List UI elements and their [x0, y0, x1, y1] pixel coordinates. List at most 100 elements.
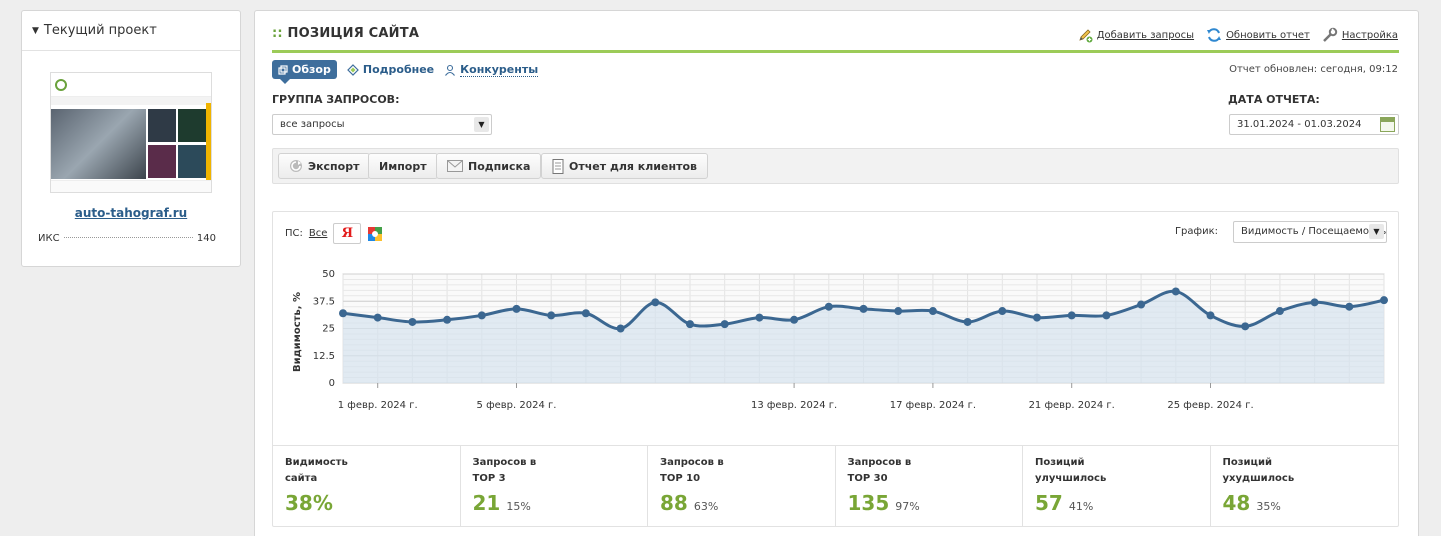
pencil-plus-icon [1079, 29, 1093, 43]
iks-value: 140 [196, 233, 216, 244]
chart-point [477, 311, 486, 320]
x-tick-label: 1 февр. 2024 г. [338, 400, 418, 411]
chart-point [894, 307, 903, 316]
chart-point [547, 311, 556, 320]
user-icon [445, 64, 456, 76]
stat-top10: Запросов в TOP 10 88 63% [648, 446, 836, 526]
chart-point [339, 309, 347, 318]
graph-type-label: График: [1174, 226, 1218, 237]
ps-label: ПС: [285, 228, 303, 239]
export-button[interactable]: Экспорт [278, 153, 371, 179]
top-actions: Добавить запросы Обновить отчет Настройк… [1077, 27, 1398, 43]
x-tick-label: 13 февр. 2024 г. [751, 400, 837, 411]
chart-point [512, 304, 521, 313]
y-tick-label: 50 [322, 269, 335, 280]
report-updated-text: Отчет обновлен: сегодня, 09:12 [1229, 64, 1398, 75]
triangle-down-icon: ▼ [32, 25, 39, 36]
client-report-button[interactable]: Отчет для клиентов [541, 153, 708, 179]
chart-point [859, 304, 868, 313]
visibility-chart: 0 12.5 25 37.5 50 1 февр. 2024 г. 5 февр. 2024… [292, 269, 1388, 411]
ps-all-link[interactable]: Все [308, 228, 328, 239]
chart-point [408, 317, 417, 326]
chart-point [1241, 322, 1250, 331]
chevron-down-icon: ▼ [1369, 224, 1384, 239]
report-date-input[interactable]: 31.01.2024 - 01.03.2024 [1229, 114, 1399, 135]
project-panel-header[interactable]: ▼ Текущий проект [22, 11, 240, 51]
query-group-label: ГРУППА ЗАПРОСОВ: [272, 93, 400, 106]
chart-point [1171, 287, 1180, 296]
stat-improved: Позиций улучшилось 57 41% [1023, 446, 1211, 526]
wrench-icon [1323, 27, 1338, 42]
tabs: Обзор Подробнее Конкуренты [272, 60, 539, 84]
project-site-link[interactable]: auto-tahograf.ru [74, 206, 188, 220]
chart-point [1137, 300, 1146, 309]
chart-point [1033, 313, 1041, 322]
chart-point [790, 315, 799, 324]
y-tick-label: 0 [329, 378, 335, 389]
y-tick-label: 25 [322, 324, 335, 335]
document-icon [552, 158, 564, 174]
export-icon [290, 160, 302, 172]
chart-point [720, 320, 729, 329]
site-position-panel: :: ПОЗИЦИЯ САЙТА Добавить запросы Обнови… [254, 10, 1419, 536]
x-tick-label: 21 февр. 2024 г. [1029, 400, 1115, 411]
tab-overview[interactable]: Обзор [272, 60, 337, 84]
chart-point [755, 313, 764, 322]
stat-top3: Запросов в TOP 3 21 15% [461, 446, 648, 526]
settings-link[interactable]: Настройка [1322, 27, 1398, 43]
chart-point [1206, 311, 1215, 320]
page-title: :: ПОЗИЦИЯ САЙТА [272, 26, 420, 41]
x-tick-label: 25 февр. 2024 г. [1167, 400, 1253, 411]
toolbar: Экспорт Импорт Подписка Отчет для клиент… [272, 148, 1399, 184]
iks-row: ИКС 140 [38, 233, 216, 244]
chart-point [1310, 298, 1319, 307]
y-tick-label: 12.5 [313, 351, 335, 362]
stat-visibility: Видимость сайта 38% [273, 446, 461, 526]
chart-point [998, 307, 1007, 316]
project-panel-title: Текущий проект [43, 23, 157, 38]
query-group-select[interactable]: все запросы ▼ [272, 114, 492, 135]
chart-point [373, 313, 382, 322]
refresh-icon [1207, 28, 1222, 42]
yandex-icon[interactable]: Я [333, 223, 362, 244]
stat-worsened: Позиций ухудшилось 48 35% [1222, 457, 1295, 515]
stats-row: Видимость сайта 38% Запросов в TOP 3 21 1… [273, 445, 1398, 526]
chart-point [824, 302, 833, 311]
chart-point [686, 320, 694, 329]
chart-point [963, 317, 972, 326]
iks-label: ИКС [38, 233, 60, 244]
subscription-button[interactable]: Подписка [436, 153, 542, 179]
refresh-report-link[interactable]: Обновить отчет [1206, 27, 1310, 43]
chart-point [928, 307, 937, 316]
visibility-chart-card: ПС: Все Я График: Видимость / Посещаемос… [272, 211, 1399, 527]
report-date-label: ДАТА ОТЧЕТА: [1228, 93, 1320, 106]
current-project-panel: ▼ Текущий проект auto-tahograf.ru ИКС 14… [21, 10, 241, 267]
chart-point [581, 309, 590, 318]
chart-point [1067, 311, 1076, 320]
stat-top30: Запросов в TOP 30 135 97% [836, 446, 1023, 526]
graph-type-select[interactable]: Видимость / Посещаемость ▼ [1233, 221, 1387, 243]
site-thumbnail[interactable] [50, 72, 212, 193]
overview-icon [278, 64, 288, 75]
chart-y-axis-label: Видимость, % [292, 292, 303, 372]
tab-competitors[interactable]: Конкуренты [444, 63, 539, 77]
add-queries-link[interactable]: Добавить запросы [1077, 27, 1194, 43]
tab-details[interactable]: Подробнее [347, 63, 434, 76]
chart-point [1345, 302, 1354, 311]
x-tick-label: 5 февр. 2024 г. [477, 400, 557, 411]
title-divider [272, 50, 1399, 53]
import-button[interactable]: Импорт [368, 153, 438, 179]
chart-point [1275, 307, 1284, 316]
x-tick-label: 17 февр. 2024 г. [890, 400, 976, 411]
envelope-icon [447, 160, 463, 172]
google-icon[interactable] [367, 226, 383, 242]
search-engine-filter: ПС: Все Я [285, 223, 383, 244]
chart-point [1380, 296, 1388, 305]
chevron-down-icon: ▼ [474, 117, 489, 132]
chart-area-fill [343, 291, 1384, 383]
chart-point [616, 324, 625, 333]
chart-point [651, 298, 660, 307]
chart-point [443, 315, 452, 324]
y-tick-label: 37.5 [313, 296, 335, 307]
calendar-icon[interactable] [1380, 117, 1395, 132]
